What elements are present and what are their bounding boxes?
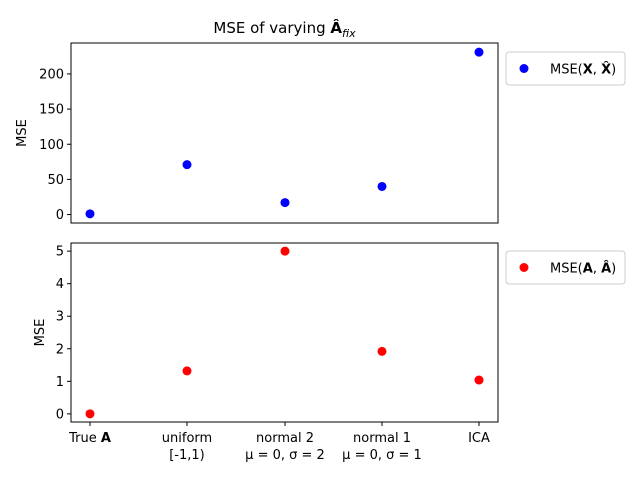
legend-label-text: , [593,63,601,78]
data-point [182,366,192,376]
y-tick-label: 50 [47,173,64,188]
legend-label-text: MSE( [550,262,583,277]
legend-label-bold: A [583,262,593,277]
y-tick-label: 1 [56,375,64,390]
data-point [377,346,387,356]
chart-title-symbol: Â [330,18,342,37]
legend-marker [519,64,529,73]
x-tick-label-text: ICA [468,431,490,446]
x-tick-label-text: normal 2 [256,431,314,446]
x-tick-label-text: uniform [162,431,212,446]
x-tick-label: normal 1 [353,431,411,446]
legend-label: MSE(X, X̂) [550,62,616,77]
legend-label-text: ) [611,262,616,277]
y-tick-label: 4 [56,277,64,292]
x-tick-label: normal 2 [256,431,314,446]
x-tick-label: ICA [468,431,490,446]
data-point [85,409,95,419]
legend-label: MSE(A, Â) [550,261,616,277]
legend-label-hat: X̂ [601,62,611,77]
axes-frame [70,242,499,423]
data-point [85,209,95,219]
top-panel: 0 50 100 150 200 MSE MSE of varying Âfix MSE(X,… [15,18,626,224]
y-tick-label: 5 [56,245,64,260]
x-tick-label: uniform [162,431,212,446]
legend-box [505,250,626,285]
data-point [280,246,290,256]
y-tick-label: 200 [39,67,64,82]
y-tick-label: 2 [56,342,64,357]
y-tick-label: 3 [56,310,64,325]
chart-title-subscript: fix [342,27,356,40]
data-point [474,375,484,385]
x-tick-label-line2: μ = 0, σ = 1 [342,448,422,463]
x-tick-label-text: normal 1 [353,431,411,446]
data-point [377,181,387,191]
legend-label-hat: Â [601,261,611,277]
y-tick-label: 0 [56,208,64,223]
legend-label-text: ) [611,63,616,78]
axes-frame [70,42,499,224]
x-tick-label: True A [68,431,111,446]
y-axis-label: MSE [15,119,30,147]
data-point [182,160,192,170]
x-tick-label-line2: μ = 0, σ = 2 [245,448,325,463]
y-axis-label: MSE [33,319,48,347]
y-tick-label: 150 [39,103,64,118]
legend-label-text: MSE( [550,63,583,78]
data-point [474,47,484,57]
x-tick-label-bold: A [101,431,111,446]
x-tick-label-line2: [-1,1) [169,448,205,463]
chart-title: MSE of varying Âfix [213,18,356,40]
y-tick-label: 0 [56,407,64,422]
x-tick-label-text: True [68,431,101,446]
legend-label-text: , [593,262,601,277]
legend-label-bold: X [583,63,593,78]
data-point [280,198,290,208]
legend-box [505,51,626,86]
legend-marker [519,263,529,272]
chart-title-text: MSE of varying [213,19,330,37]
y-tick-label: 100 [39,138,64,153]
